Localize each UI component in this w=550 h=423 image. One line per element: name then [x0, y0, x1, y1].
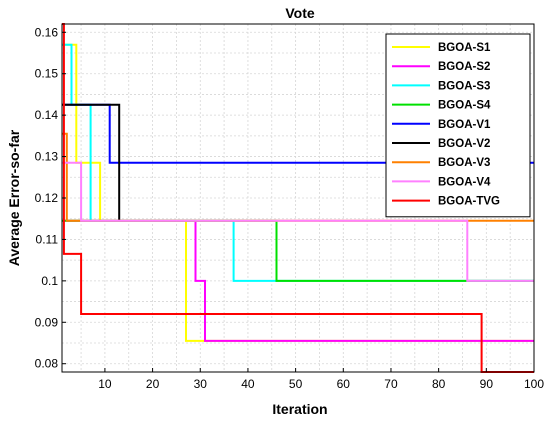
- legend-label-bgoa-v3: BGOA-V3: [438, 157, 490, 169]
- y-tick-label: 0.16: [35, 25, 59, 39]
- legend-label-bgoa-v4: BGOA-V4: [438, 176, 491, 188]
- x-tick-label: 70: [384, 377, 398, 391]
- legend-label-bgoa-s3: BGOA-S3: [438, 80, 490, 92]
- y-axis: 0.08 0.09 0.1 0.11 0.12 0.13 0.14 0.15 0.16: [35, 25, 66, 371]
- y-tick-label: 0.11: [36, 232, 59, 246]
- series-line-bgoa-v2: [62, 103, 121, 221]
- y-tick-label: 0.14: [35, 108, 59, 122]
- legend-label-bgoa-s2: BGOA-S2: [438, 61, 490, 73]
- y-tick-label: 0.12: [35, 191, 59, 205]
- y-tick-label: 0.08: [35, 357, 59, 371]
- x-tick-label: 90: [480, 377, 494, 391]
- y-tick-label: 0.15: [35, 67, 59, 81]
- x-tick-label: 40: [241, 377, 255, 391]
- legend-label-bgoa-s1: BGOA-S1: [438, 42, 491, 54]
- y-axis-label: Average Error-so-far: [6, 129, 22, 266]
- x-axis-label: Iteration: [272, 401, 327, 417]
- legend-label-bgoa-v2: BGOA-V2: [438, 138, 490, 150]
- y-tick-label: 0.13: [35, 150, 59, 164]
- x-tick-label: 50: [289, 377, 303, 391]
- legend-label-bgoa-s4: BGOA-S4: [438, 100, 491, 112]
- x-tick-label: 20: [146, 377, 160, 391]
- x-tick-label: 60: [337, 377, 351, 391]
- series-layer: [62, 23, 534, 373]
- legend-label-bgoa-tvg: BGOA-TVG: [438, 196, 500, 208]
- series-line-bgoa-tvg: [62, 23, 534, 373]
- x-tick-label: 80: [432, 377, 446, 391]
- series-line-bgoa-s3: [62, 43, 534, 282]
- legend: BGOA-S1 BGOA-S2 BGOA-S3 BGOA-S4 BGOA-V1 BGOA-…: [385, 33, 531, 218]
- legend-label-bgoa-v1: BGOA-V1: [438, 119, 491, 131]
- x-tick-label: 100: [524, 377, 544, 391]
- x-axis: 10 20 30 40 50 60 70 80 90 100: [98, 368, 544, 391]
- y-tick-label: 0.09: [35, 315, 59, 329]
- x-tick-label: 10: [98, 377, 112, 391]
- x-tick-label: 30: [194, 377, 208, 391]
- y-tick-label: 0.1: [41, 274, 58, 288]
- chart-title: Vote: [285, 5, 315, 21]
- series-line-bgoa-s1: [62, 43, 534, 342]
- series-line-bgoa-v4: [62, 161, 534, 282]
- legend-box: [385, 33, 531, 218]
